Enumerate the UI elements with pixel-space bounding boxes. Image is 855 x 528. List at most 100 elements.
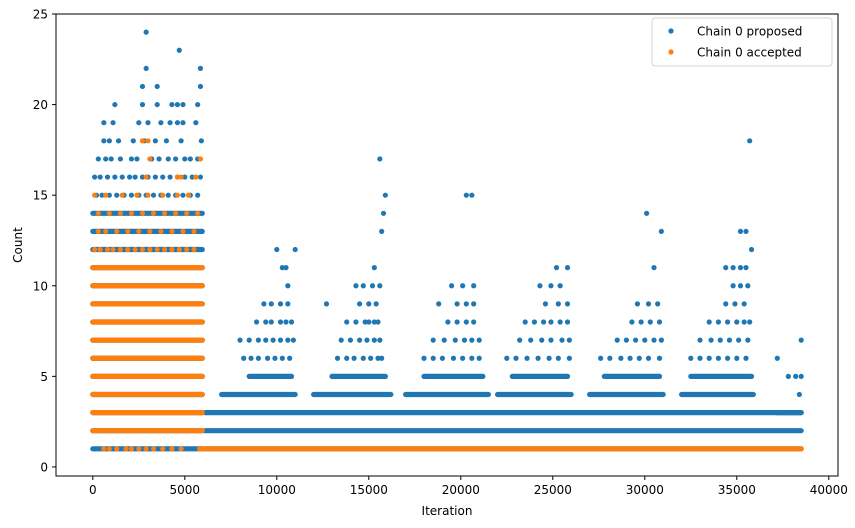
point-s1-61 [145, 138, 151, 144]
point-s0-89 [283, 319, 289, 325]
point-s0-85 [253, 319, 260, 325]
point-s1-47 [103, 192, 109, 198]
point-s0-153 [469, 337, 475, 343]
point-s1-31 [147, 228, 153, 235]
point-s1-5 [136, 446, 142, 452]
point-s0-181 [566, 337, 572, 343]
point-s0-199 [623, 337, 630, 343]
point-s0-166 [557, 283, 563, 289]
point-s0-218 [715, 319, 722, 325]
point-s0-124 [371, 337, 377, 343]
point-s0-84 [285, 301, 291, 307]
point-s1-6 [143, 446, 149, 452]
point-s1-20 [154, 246, 160, 253]
point-s0-185 [535, 355, 541, 361]
axes-frame [55, 13, 839, 477]
point-s0-159 [460, 355, 466, 361]
point-s0-201 [642, 337, 648, 343]
point-s0-173 [548, 319, 554, 325]
point-s0-9 [154, 101, 160, 108]
point-s0-172 [541, 319, 547, 325]
point-s0-13 [195, 101, 201, 108]
point-s0-15 [110, 120, 116, 126]
point-s1-39 [128, 210, 135, 216]
y-ticks: 0 5 10 15 20 25 [33, 8, 56, 474]
x-tick-label: 40000 [810, 483, 848, 497]
point-s0-35 [117, 156, 123, 162]
point-s0-94 [263, 337, 269, 343]
point-s0-251 [798, 373, 804, 379]
point-s0-95 [270, 337, 276, 343]
point-s1-15 [117, 246, 123, 253]
point-s1-27 [103, 228, 109, 235]
point-s0-24 [106, 138, 112, 144]
point-s0-154 [476, 337, 482, 343]
legend-label-proposed: Chain 0 proposed [697, 25, 802, 39]
point-s0-16 [136, 120, 142, 126]
y-tick-label: 10 [33, 279, 48, 293]
point-s0-196 [647, 319, 653, 325]
point-s0-40 [165, 156, 171, 162]
point-s0-109 [362, 319, 368, 325]
point-s1-55 [174, 174, 181, 180]
point-s0-21 [180, 120, 186, 126]
point-s1-9 [169, 446, 175, 452]
point-s0-164 [537, 283, 543, 289]
point-s0-142 [471, 319, 477, 325]
legend-marker-accepted [668, 49, 674, 55]
point-s0-219 [725, 319, 731, 325]
point-s0-227 [736, 337, 742, 343]
point-s0-123 [364, 337, 370, 343]
point-s0-6 [197, 83, 204, 90]
point-s0-60 [197, 174, 204, 180]
point-s0-32 [95, 156, 101, 162]
point-s0-209 [645, 355, 652, 361]
point-s0-213 [651, 265, 657, 271]
point-s1-53 [185, 192, 192, 198]
point-s0-36 [128, 156, 135, 162]
point-s0-232 [715, 355, 722, 361]
point-s1-24 [184, 246, 190, 253]
point-s0-205 [607, 355, 613, 361]
point-s0-134 [382, 192, 388, 198]
point-s0-50 [127, 174, 133, 180]
point-s0-242 [743, 265, 749, 271]
point-s0-4 [139, 83, 146, 90]
point-s0-238 [745, 283, 751, 289]
point-s0-102 [265, 355, 271, 361]
point-s0-23 [101, 138, 107, 144]
point-s0-66 [128, 192, 135, 198]
point-s0-105 [287, 355, 293, 361]
point-s0-210 [656, 355, 663, 361]
x-tick-label: 5000 [170, 483, 201, 497]
point-s0-75 [195, 192, 201, 198]
point-s0-42 [182, 156, 188, 162]
point-s1-2 [114, 446, 120, 452]
point-s0-56 [167, 174, 173, 180]
point-s0-147 [463, 301, 469, 307]
point-s0-177 [528, 337, 534, 343]
point-s0-234 [734, 355, 740, 361]
point-s1-56 [178, 174, 184, 180]
x-tick-label: 15000 [350, 483, 388, 497]
legend-box [651, 17, 833, 67]
x-tick-label: 20000 [442, 483, 480, 497]
point-s0-49 [119, 174, 125, 180]
point-s0-151 [452, 337, 458, 343]
axes-layer [55, 13, 839, 477]
point-s0-112 [375, 319, 381, 325]
point-s1-23 [176, 246, 182, 253]
point-s0-141 [463, 319, 469, 325]
point-s0-236 [730, 283, 736, 289]
point-s1-0 [101, 446, 107, 452]
point-s0-131 [375, 355, 381, 361]
point-s0-167 [542, 301, 549, 307]
point-s1-51 [160, 192, 166, 198]
point-s0-222 [747, 319, 753, 325]
point-s0-207 [627, 355, 633, 361]
point-s0-1 [176, 47, 182, 53]
point-s0-63 [106, 192, 112, 198]
point-s1-28 [114, 228, 120, 235]
point-s0-208 [636, 355, 642, 361]
point-s0-152 [461, 337, 468, 343]
